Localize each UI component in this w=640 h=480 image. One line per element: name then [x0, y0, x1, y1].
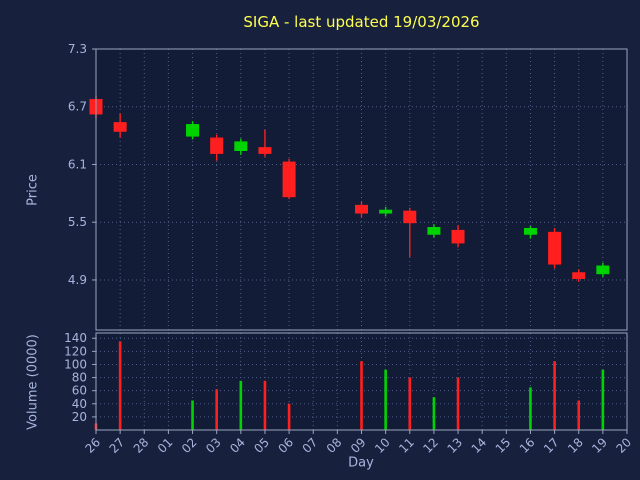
x-tick-label: 07 — [300, 435, 321, 456]
volume-bar — [287, 403, 291, 430]
x-tick-label: 13 — [444, 435, 465, 456]
price-tick-label: 6.7 — [68, 100, 87, 114]
candle-body — [258, 147, 272, 154]
volume-bar — [408, 377, 412, 430]
x-tick-label: 10 — [372, 435, 393, 456]
x-tick-label: 01 — [155, 435, 176, 456]
volume-tick-label: 60 — [72, 384, 87, 398]
x-tick-label: 19 — [589, 435, 610, 456]
volume-tick-label: 40 — [72, 397, 87, 411]
volume-bar — [239, 380, 243, 430]
volume-bar — [191, 400, 194, 430]
candle-body — [234, 141, 248, 152]
volume-bar — [118, 341, 122, 430]
x-tick-label: 14 — [469, 435, 490, 456]
volume-tick-label: 140 — [64, 331, 87, 345]
candle-body — [186, 124, 200, 137]
price-tick-label: 5.5 — [68, 215, 87, 229]
candle-body — [548, 231, 562, 265]
volume-bar — [215, 389, 218, 430]
price-panel-border — [95, 48, 628, 331]
volume-bar — [553, 361, 556, 430]
volume-bar — [601, 369, 605, 430]
volume-tick-label: 120 — [64, 344, 87, 358]
candle-body — [379, 209, 393, 214]
volume-panel-border — [95, 332, 628, 431]
x-tick-label: 08 — [324, 435, 345, 456]
candle-body — [572, 272, 586, 279]
volume-bar — [360, 361, 363, 430]
candle-body — [355, 204, 368, 214]
x-tick-label: 04 — [227, 435, 248, 456]
x-tick-label: 09 — [348, 435, 369, 456]
price-axis-label: Price — [25, 174, 41, 206]
volume-bar — [384, 369, 387, 430]
x-axis-label: Day — [348, 455, 374, 471]
candle-body — [596, 265, 610, 275]
volume-bar — [577, 400, 581, 430]
x-tick-label: 12 — [420, 435, 441, 456]
x-tick-label: 02 — [179, 435, 200, 456]
x-tick-label: 05 — [251, 435, 272, 456]
x-tick-label: 20 — [613, 435, 634, 456]
x-tick-label: 17 — [541, 435, 562, 456]
candle-body — [210, 137, 224, 154]
candle-body — [451, 229, 465, 244]
volume-tick-label: 100 — [64, 357, 87, 371]
x-tick-label: 15 — [493, 435, 514, 456]
candle-body — [427, 227, 441, 235]
price-tick-label: 7.3 — [68, 42, 87, 56]
x-tick-label: 28 — [131, 435, 152, 456]
candle-body — [403, 210, 417, 224]
x-tick-label: 26 — [82, 435, 103, 456]
x-tick-label: 18 — [565, 435, 586, 456]
volume-tick-label: 20 — [72, 410, 87, 424]
volume-bar — [529, 387, 532, 430]
x-tick-label: 16 — [517, 435, 538, 456]
price-tick-label: 6.1 — [68, 157, 87, 171]
x-tick-label: 11 — [396, 435, 417, 456]
candle-body — [113, 122, 127, 132]
price-tick-label: 4.9 — [68, 273, 87, 287]
volume-bar — [456, 377, 460, 430]
volume-bar — [432, 397, 436, 430]
x-tick-label: 27 — [107, 435, 128, 456]
volume-axis-label: Volume (0000) — [25, 334, 41, 430]
chart-title: SIGA - last updated 19/03/2026 — [243, 13, 480, 31]
candle-body — [523, 227, 537, 235]
x-tick-label: 06 — [276, 435, 297, 456]
volume-tick-label: 80 — [72, 371, 87, 385]
candle-body — [282, 161, 296, 198]
x-tick-label: 03 — [203, 435, 224, 456]
volume-bar — [263, 380, 267, 430]
